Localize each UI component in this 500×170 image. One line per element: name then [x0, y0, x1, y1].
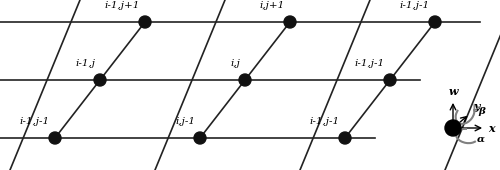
Text: i,j: i,j [230, 59, 240, 68]
Circle shape [284, 16, 296, 28]
Text: β: β [478, 107, 485, 116]
Text: i-1,j: i-1,j [75, 59, 95, 68]
Text: i-1,j-1: i-1,j-1 [20, 117, 50, 126]
Circle shape [339, 132, 351, 144]
Circle shape [239, 74, 251, 86]
Text: w: w [448, 86, 458, 97]
Circle shape [49, 132, 61, 144]
Text: i,j+1: i,j+1 [260, 1, 285, 10]
Text: i-1,j-1: i-1,j-1 [400, 1, 430, 10]
Text: α: α [477, 134, 485, 143]
Text: i,j-1: i,j-1 [175, 117, 195, 126]
Circle shape [139, 16, 151, 28]
Text: i-1,j-1: i-1,j-1 [310, 117, 340, 126]
Circle shape [194, 132, 206, 144]
Text: x: x [488, 123, 494, 133]
Circle shape [429, 16, 441, 28]
Text: i-1,j+1: i-1,j+1 [104, 1, 140, 10]
Text: i-1,j-1: i-1,j-1 [355, 59, 385, 68]
Circle shape [94, 74, 106, 86]
Circle shape [445, 120, 461, 136]
Circle shape [384, 74, 396, 86]
Text: y: y [473, 101, 480, 112]
